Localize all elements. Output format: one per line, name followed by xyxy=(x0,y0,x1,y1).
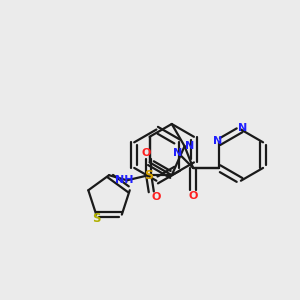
Text: S: S xyxy=(144,169,153,182)
Text: O: O xyxy=(142,148,151,158)
Text: O: O xyxy=(188,191,198,201)
Text: O: O xyxy=(152,192,161,202)
Text: N: N xyxy=(184,141,194,151)
Text: S: S xyxy=(92,212,100,225)
Text: NH: NH xyxy=(115,175,134,185)
Text: N: N xyxy=(173,148,182,158)
Text: N: N xyxy=(213,136,222,146)
Text: N: N xyxy=(238,123,247,133)
